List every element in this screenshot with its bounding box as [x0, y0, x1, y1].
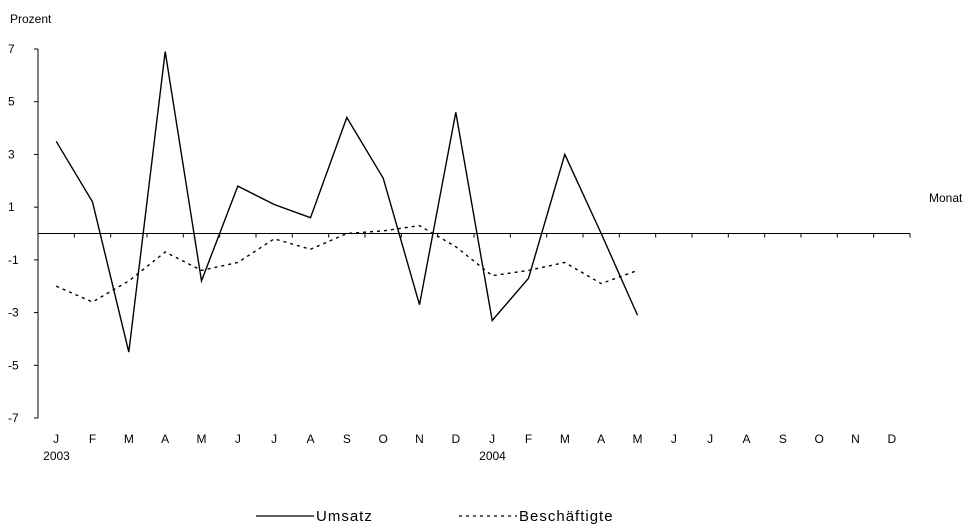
y-tick-label: 7 — [8, 42, 15, 56]
legend: Umsatz Beschäftigte — [256, 508, 614, 524]
x-tick-label: J — [271, 432, 277, 446]
y-tick-label: -5 — [8, 358, 19, 372]
y-axis-title: Prozent — [10, 12, 52, 26]
y-tick-label: 5 — [8, 95, 15, 109]
x-tick-label: J — [235, 432, 241, 446]
x-tick-label: A — [161, 432, 169, 446]
x-tick-label: F — [525, 432, 532, 446]
y-tick-label: 3 — [8, 147, 15, 161]
x-tick-label: D — [451, 432, 460, 446]
series-line-0 — [55, 51, 639, 353]
y-tick-label: 1 — [8, 200, 15, 214]
x-tick-label: M — [560, 432, 570, 446]
x-tick-label: M — [633, 432, 643, 446]
x-tick-label: O — [814, 432, 823, 446]
x-tick-label: M — [124, 432, 134, 446]
x-tick-label: J — [53, 432, 59, 446]
x-tick-label: S — [343, 432, 351, 446]
x-tick-label: M — [197, 432, 207, 446]
x-tick-label: J — [489, 432, 495, 446]
x-tick-label: A — [597, 432, 605, 446]
x-tick-label: O — [378, 432, 387, 446]
x-axis-title: Monat — [929, 191, 963, 205]
series-layer — [55, 51, 639, 353]
axes: 7 5 3 1 -1 -3 -5 -7 J F M A M J J A S O N D J F M A M J J A S O N D 2003… — [8, 42, 911, 463]
legend-label-beschaeftigte: Beschäftigte — [519, 508, 614, 524]
x-tick-label: D — [887, 432, 896, 446]
x-tick-label: S — [779, 432, 787, 446]
x-tick-label: A — [742, 432, 750, 446]
x-tick-label: N — [415, 432, 424, 446]
y-tick-label: -1 — [8, 253, 19, 267]
x-tick-label: F — [89, 432, 96, 446]
series-line-1 — [55, 224, 638, 303]
year-label: 2003 — [43, 449, 70, 463]
year-label: 2004 — [479, 449, 506, 463]
legend-label-umsatz: Umsatz — [316, 508, 373, 524]
x-tick-label: J — [671, 432, 677, 446]
y-tick-label: -3 — [8, 306, 19, 320]
x-tick-label: A — [306, 432, 314, 446]
y-tick-label: -7 — [8, 411, 19, 425]
x-tick-label: J — [707, 432, 713, 446]
x-tick-label: N — [851, 432, 860, 446]
